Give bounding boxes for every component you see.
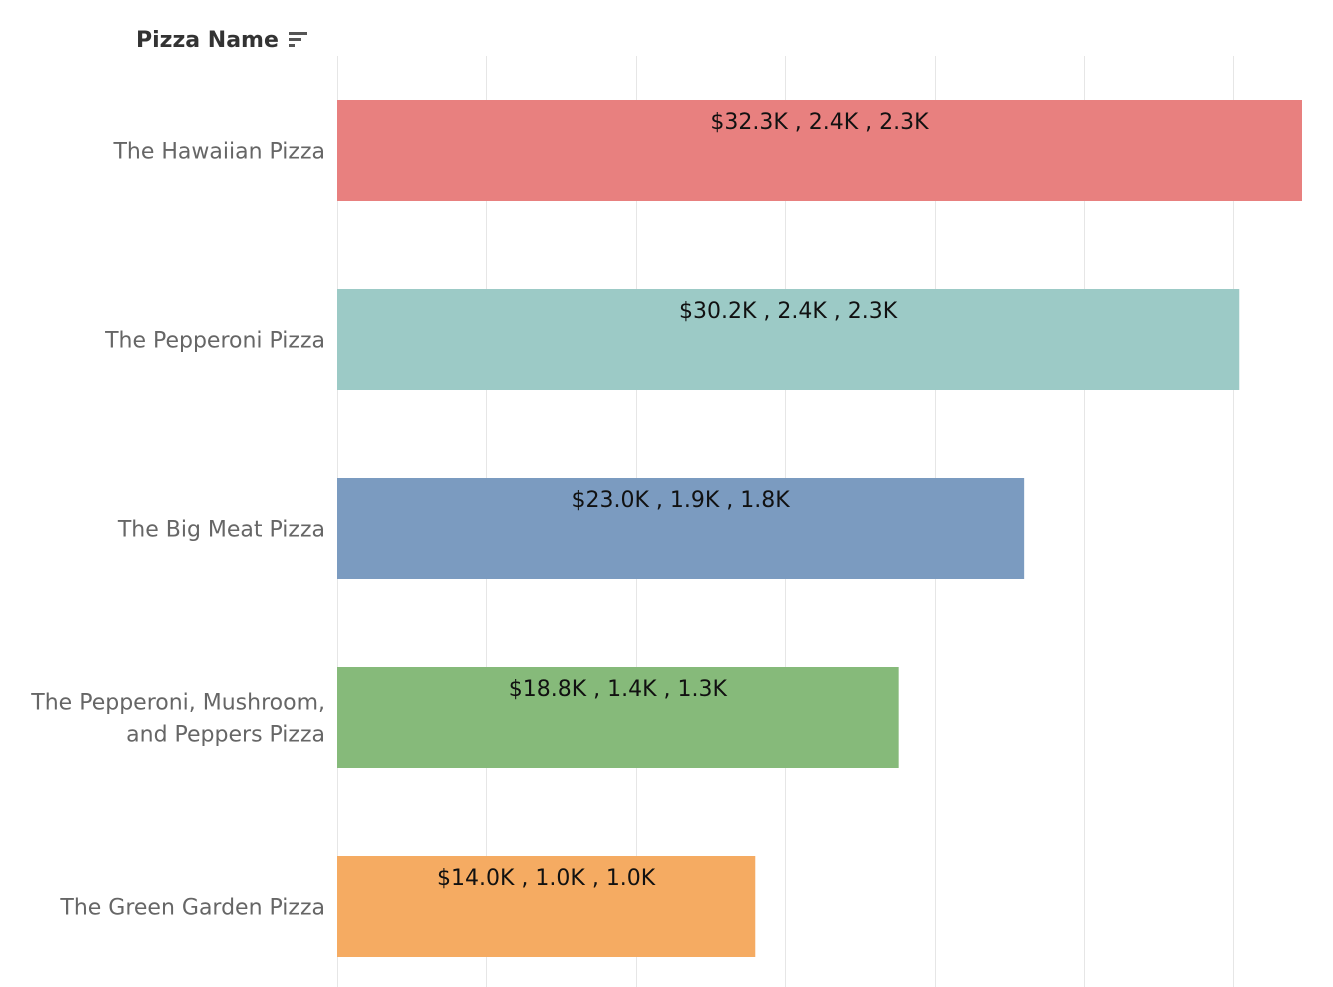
row-header: Pizza Name <box>136 26 309 54</box>
data-label: $32.3K , 2.4K , 2.3K <box>710 110 929 135</box>
data-label: $14.0K , 1.0K , 1.0K <box>437 866 656 891</box>
category-label: The Pepperoni, Mushroom, <box>30 691 325 716</box>
data-labels: $32.3K , 2.4K , 2.3K $30.2K , 2.4K , 2.3K… <box>437 110 929 891</box>
data-label: $18.8K , 1.4K , 1.3K <box>509 677 728 702</box>
sort-descending-icon[interactable] <box>287 29 309 51</box>
category-labels: The Hawaiian Pizza The Pepperoni Pizza The… <box>30 140 325 921</box>
bar[interactable] <box>337 100 1302 201</box>
data-label: $23.0K , 1.9K , 1.8K <box>571 488 790 513</box>
category-label: The Green Garden Pizza <box>59 896 325 921</box>
bar[interactable] <box>337 856 756 957</box>
bar[interactable] <box>337 667 899 768</box>
bar[interactable] <box>337 289 1240 390</box>
category-label: The Big Meat Pizza <box>117 518 325 543</box>
bar[interactable] <box>337 478 1025 579</box>
category-label: and Peppers Pizza <box>126 723 325 748</box>
category-label: The Pepperoni Pizza <box>104 329 325 354</box>
row-header-label: Pizza Name <box>136 27 279 53</box>
category-label: The Hawaiian Pizza <box>112 140 325 165</box>
bars <box>337 100 1302 957</box>
data-label: $30.2K , 2.4K , 2.3K <box>679 299 898 324</box>
